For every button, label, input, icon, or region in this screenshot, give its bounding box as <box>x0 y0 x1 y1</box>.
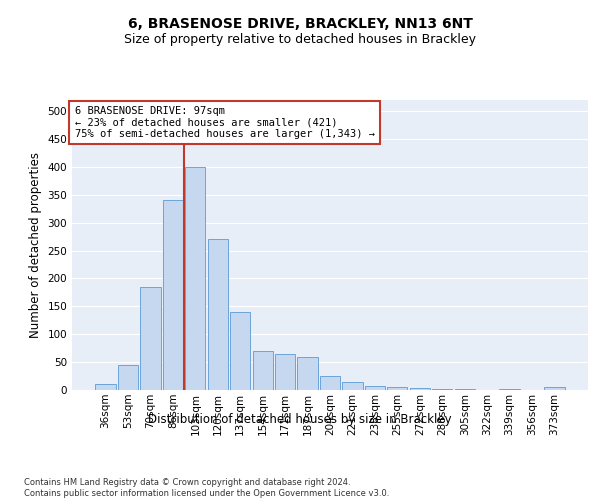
Bar <box>275 354 295 390</box>
Bar <box>208 240 228 390</box>
Bar <box>320 376 340 390</box>
Text: 6 BRASENOSE DRIVE: 97sqm
← 23% of detached houses are smaller (421)
75% of semi-: 6 BRASENOSE DRIVE: 97sqm ← 23% of detach… <box>74 106 374 139</box>
Bar <box>253 351 273 390</box>
Bar <box>95 384 116 390</box>
Bar <box>343 382 362 390</box>
Bar <box>387 386 407 390</box>
Bar <box>544 387 565 390</box>
Bar <box>118 365 138 390</box>
Bar <box>230 312 250 390</box>
Bar <box>298 356 317 390</box>
Y-axis label: Number of detached properties: Number of detached properties <box>29 152 42 338</box>
Bar <box>163 200 183 390</box>
Text: Size of property relative to detached houses in Brackley: Size of property relative to detached ho… <box>124 32 476 46</box>
Bar <box>185 167 205 390</box>
Text: 6, BRASENOSE DRIVE, BRACKLEY, NN13 6NT: 6, BRASENOSE DRIVE, BRACKLEY, NN13 6NT <box>128 18 472 32</box>
Bar <box>140 287 161 390</box>
Bar <box>365 386 385 390</box>
Text: Contains HM Land Registry data © Crown copyright and database right 2024.
Contai: Contains HM Land Registry data © Crown c… <box>24 478 389 498</box>
Text: Distribution of detached houses by size in Brackley: Distribution of detached houses by size … <box>148 412 452 426</box>
Bar <box>410 388 430 390</box>
Bar <box>432 389 452 390</box>
